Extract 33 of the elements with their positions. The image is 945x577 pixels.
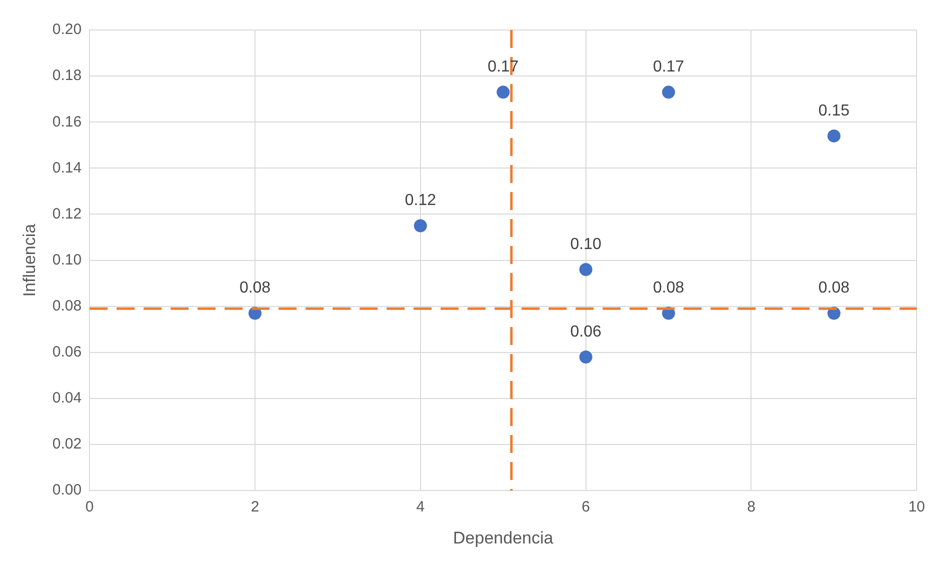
x-tick-label: 4	[416, 498, 425, 516]
data-label: 0.06	[570, 323, 602, 340]
point	[496, 86, 510, 99]
x-tick-label: 0	[85, 498, 94, 516]
data-label: 0.17	[652, 58, 684, 76]
point	[662, 86, 676, 99]
data-label: 0.10	[570, 236, 602, 253]
data-label: 0.08	[652, 280, 684, 297]
x-tick-label: 6	[582, 498, 590, 516]
y-tick-label: 0.08	[52, 298, 82, 314]
y-tick-label: 0.02	[52, 436, 82, 453]
x-axis-title: Dependencia	[453, 528, 554, 548]
x-tick-label: 2	[250, 498, 260, 516]
data-label: 0.08	[239, 280, 271, 297]
y-tick-label: 0.00	[52, 482, 82, 499]
y-tick-label: 0.14	[52, 159, 82, 176]
point	[579, 350, 592, 364]
point	[579, 263, 592, 276]
y-tick-label: 0.04	[52, 390, 82, 407]
data-label: 0.15	[818, 102, 850, 120]
y-tick-label: 0.18	[52, 67, 82, 84]
data-label: 0.12	[404, 192, 436, 210]
y-tick-label: 0.16	[52, 113, 82, 130]
y-tick-label: 0.12	[52, 205, 82, 222]
y-tick-label: 0.10	[52, 251, 82, 268]
data-label: 0.08	[818, 280, 850, 297]
point	[414, 219, 427, 232]
y-tick-label: 0.06	[52, 344, 82, 361]
x-tick-label: 8	[747, 498, 756, 516]
y-tick-label: 0.20	[52, 21, 82, 38]
x-tick-label: 10	[908, 498, 925, 516]
point	[827, 129, 840, 142]
y-axis-title: Influencia	[20, 223, 39, 297]
